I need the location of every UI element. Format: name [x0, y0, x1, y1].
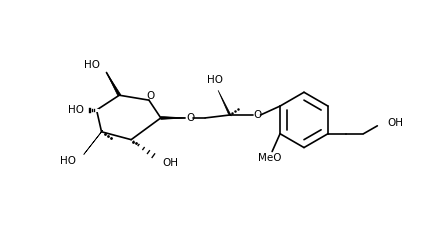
Text: OH: OH — [387, 118, 403, 128]
Text: MeO: MeO — [258, 153, 282, 163]
Polygon shape — [218, 90, 232, 116]
Polygon shape — [161, 117, 186, 119]
Text: O: O — [186, 113, 194, 123]
Polygon shape — [106, 72, 121, 96]
Text: HO: HO — [207, 75, 223, 86]
Text: HO: HO — [60, 156, 76, 166]
Polygon shape — [84, 130, 102, 155]
Text: O: O — [253, 110, 261, 120]
Text: HO: HO — [68, 105, 84, 115]
Text: OH: OH — [163, 158, 179, 168]
Text: HO: HO — [84, 60, 100, 70]
Text: O: O — [147, 91, 155, 101]
